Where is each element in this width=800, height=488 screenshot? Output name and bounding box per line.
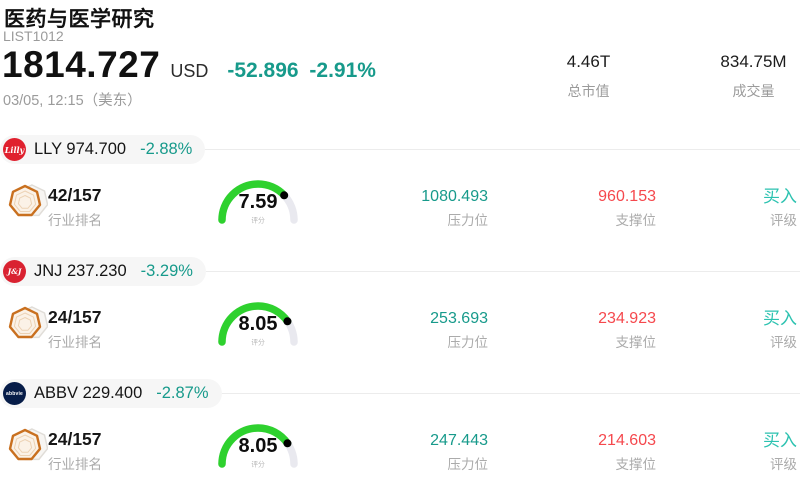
price-row: 1814.727 USD -52.896 -2.91% — [2, 44, 376, 86]
market-cap-value: 4.46T — [566, 52, 611, 71]
rating-value[interactable]: 买入 — [763, 309, 797, 328]
score-label: 评分 — [251, 216, 265, 225]
price-change: -52.896 -2.91% — [227, 59, 376, 82]
rank-label: 行业排名 — [48, 213, 102, 228]
page-title: 医药与医学研究 — [4, 8, 155, 31]
industry-rank-medal-icon — [8, 425, 49, 470]
volume-label: 成交量 — [732, 83, 775, 99]
ticker-change: -2.88% — [140, 140, 193, 158]
score-gauge: 8.05 评分 — [214, 296, 302, 352]
resistance-label: 压力位 — [447, 335, 489, 350]
ticker-pill-jnj[interactable]: J&J JNJ 237.230 -3.29% — [0, 257, 206, 286]
stock-row-jnj: J&J JNJ 237.230 -3.29% 24/157 行业排名 — [0, 257, 800, 379]
resistance-label: 压力位 — [447, 213, 489, 228]
rating-label: 评级 — [770, 335, 797, 350]
ticker-pill-row: Lilly LLY 974.700 -2.88% — [0, 135, 800, 164]
industry-rank: 24/157 行业排名 — [48, 308, 102, 351]
support-col: 960.153 支撑位 — [598, 188, 656, 229]
stock-rows: Lilly LLY 974.700 -2.88% 42/157 行业排名 — [0, 135, 800, 488]
score-gauge: 7.59 评分 — [214, 174, 302, 230]
rating-col: 买入 评级 — [763, 432, 797, 473]
support-value: 234.923 — [598, 310, 656, 327]
ticker-change: -3.29% — [140, 262, 193, 280]
industry-rank: 42/157 行业排名 — [48, 186, 102, 229]
resistance-col: 253.693 压力位 — [430, 310, 488, 351]
support-label: 支撑位 — [615, 335, 657, 350]
stock-row-lly: Lilly LLY 974.700 -2.88% 42/157 行业排名 — [0, 135, 800, 257]
row-divider — [205, 149, 800, 150]
resistance-col: 247.443 压力位 — [430, 432, 488, 473]
list-id: LIST1012 — [3, 28, 64, 44]
jnj-logo-icon: J&J — [3, 260, 26, 283]
volume-value: 834.75M — [720, 52, 787, 71]
resistance-label: 压力位 — [447, 457, 489, 472]
currency-label: USD — [170, 61, 209, 81]
stock-row-abbv: abbvie ABBV 229.400 -2.87% 24/157 行业排名 — [0, 379, 800, 488]
support-value: 214.603 — [598, 432, 656, 449]
abbv-logo-icon: abbvie — [3, 382, 26, 405]
score-value: 8.05 — [238, 435, 278, 457]
score-gauge: 8.05 评分 — [214, 418, 302, 474]
ticker-pill-abbv[interactable]: abbvie ABBV 229.400 -2.87% — [0, 379, 222, 408]
stat-market-cap: 4.46T 总市值 — [541, 52, 636, 101]
ticker-pill-row: J&J JNJ 237.230 -3.29% — [0, 257, 800, 286]
rating-label: 评级 — [770, 457, 797, 472]
resistance-value: 253.693 — [430, 310, 488, 327]
row-divider — [221, 393, 800, 394]
resistance-value: 1080.493 — [421, 188, 488, 205]
rank-value: 24/157 — [48, 307, 102, 327]
current-price: 1814.727 — [2, 44, 161, 85]
rank-label: 行业排名 — [48, 457, 102, 472]
rating-value[interactable]: 买入 — [763, 187, 797, 206]
lly-logo-icon: Lilly — [3, 138, 26, 161]
ticker-price: ABBV 229.400 — [34, 384, 143, 402]
rating-col: 买入 评级 — [763, 310, 797, 351]
score-label: 评分 — [251, 338, 265, 347]
support-value: 960.153 — [598, 188, 656, 205]
support-label: 支撑位 — [615, 213, 657, 228]
support-col: 214.603 支撑位 — [598, 432, 656, 473]
ticker-price: LLY 974.700 — [34, 140, 127, 158]
industry-rank: 24/157 行业排名 — [48, 430, 102, 473]
ticker-price: JNJ 237.230 — [34, 262, 127, 280]
rating-col: 买入 评级 — [763, 188, 797, 229]
support-label: 支撑位 — [615, 457, 657, 472]
resistance-col: 1080.493 压力位 — [421, 188, 488, 229]
industry-rank-medal-icon — [8, 303, 49, 348]
stat-volume: 834.75M 成交量 — [706, 52, 800, 101]
score-value: 8.05 — [238, 313, 278, 335]
ticker-pill-lly[interactable]: Lilly LLY 974.700 -2.88% — [0, 135, 206, 164]
row-divider — [205, 271, 800, 272]
rating-label: 评级 — [770, 213, 797, 228]
rating-value[interactable]: 买入 — [763, 431, 797, 450]
rank-label: 行业排名 — [48, 335, 102, 350]
industry-rank-medal-icon — [8, 181, 49, 226]
timestamp: 03/05, 12:15（美东） — [3, 93, 142, 109]
market-cap-label: 总市值 — [567, 83, 610, 99]
score-label: 评分 — [251, 460, 265, 469]
rank-value: 24/157 — [48, 429, 102, 449]
ticker-pill-row: abbvie ABBV 229.400 -2.87% — [0, 379, 800, 408]
ticker-change: -2.87% — [156, 384, 209, 402]
rank-value: 42/157 — [48, 185, 102, 205]
support-col: 234.923 支撑位 — [598, 310, 656, 351]
resistance-value: 247.443 — [430, 432, 488, 449]
score-value: 7.59 — [238, 191, 278, 213]
